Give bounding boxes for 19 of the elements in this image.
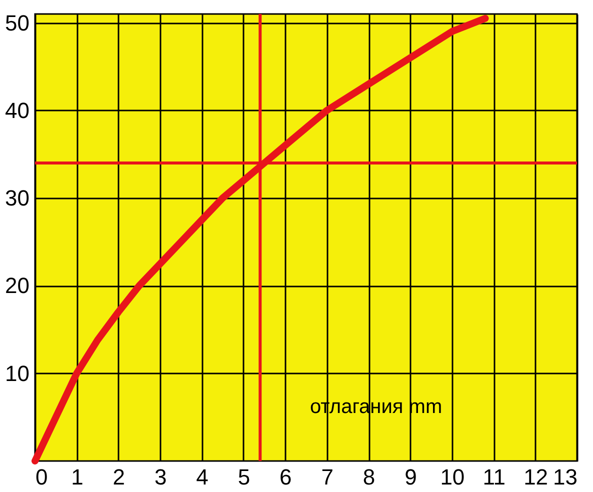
x-tick-label: 2 (112, 464, 126, 490)
x-tick-label: 0 (36, 464, 48, 490)
x-tick-label: 5 (238, 464, 250, 490)
x-tick-label: 12 (524, 464, 548, 490)
x-tick-label: 11 (482, 464, 506, 490)
x-tick-label: 8 (362, 464, 376, 490)
x-tick-label: 9 (404, 464, 417, 490)
x-tick-label: 13 (553, 464, 578, 490)
y-tick-label: 50 (5, 10, 30, 36)
x-tick-label: 6 (280, 464, 292, 490)
x-tick-label: 4 (196, 464, 208, 490)
y-tick-label: 20 (5, 273, 30, 298)
x-tick-label: 7 (321, 464, 334, 490)
x-tick-label: 10 (440, 464, 465, 490)
x-tick-label: 1 (71, 464, 84, 490)
y-tick-label: 30 (5, 186, 30, 211)
x-tick-label: 3 (154, 464, 167, 490)
y-tick-label: 10 (5, 360, 30, 386)
y-tick-label: 40 (5, 98, 30, 123)
